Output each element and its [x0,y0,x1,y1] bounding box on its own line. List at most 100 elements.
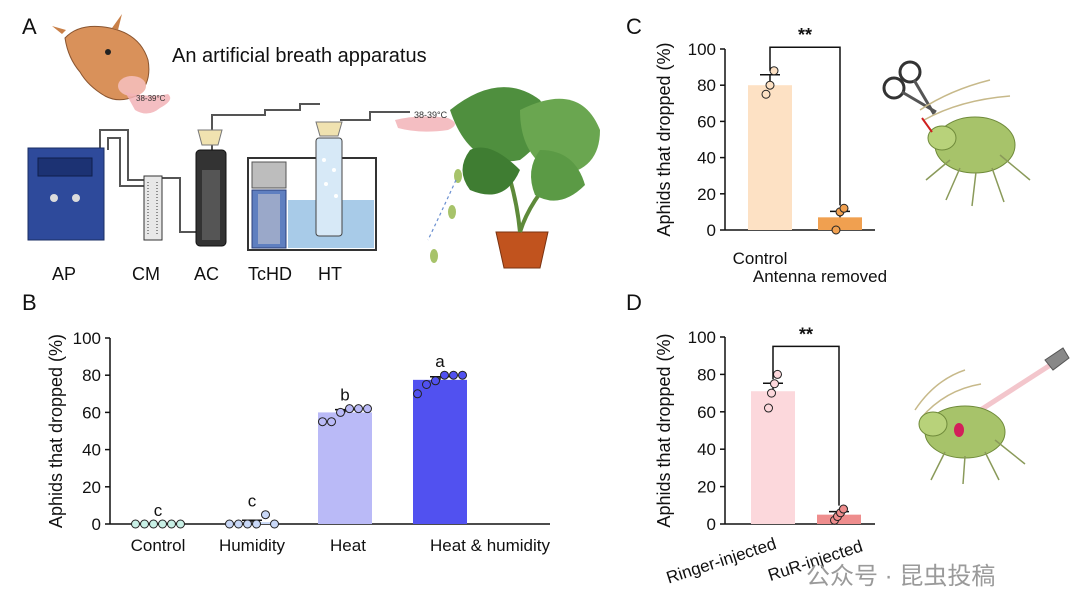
significance-bracket [769,46,841,206]
bar [318,412,372,524]
x-category-label: Heat & humidity [430,536,550,555]
data-point [243,519,252,529]
data-point [336,407,345,417]
y-tick-label: 40 [82,441,101,460]
y-tick-label: 60 [82,403,101,422]
label-ac: AC [194,264,219,284]
data-point [831,225,841,235]
data-point [225,519,234,529]
warm-breath-plume-icon [395,116,455,132]
data-point [318,417,327,427]
data-point [261,510,270,520]
y-tick-label: 80 [697,76,716,95]
data-point [270,519,279,529]
label-tchd: TcHD [248,264,292,284]
chart-c: 0 20 40 60 80 100 Aphids that dropped (%) Contr… [654,25,887,286]
tube-temp-label: 38-39°C [414,110,448,120]
y-tick-label: 0 [707,515,716,534]
y-tick-label: 20 [697,478,716,497]
heater-tank-icon [247,121,377,251]
tubing [99,103,410,233]
y-tick-label: 80 [82,366,101,385]
watermark: 公众号 · 昆虫投稿 [806,563,996,590]
apparatus-title: An artificial breath apparatus [172,45,427,67]
air-pump-icon [27,147,105,241]
data-point [773,369,782,379]
data-point [413,389,422,399]
y-tick-label: 40 [697,440,716,459]
x-category-label: Ringer-injected [664,534,779,587]
y-tick-label: 80 [697,365,716,384]
significance-stars: ** [798,25,812,45]
y-tick-label: 60 [697,112,716,131]
data-point [431,376,440,386]
significance-letter: c [154,501,163,520]
data-point [327,417,336,427]
scissors-icon [882,60,937,115]
data-point [149,519,158,529]
data-point [770,379,779,389]
data-point [158,519,167,529]
aphid-injection-illustration [914,347,1070,485]
x-category-label: Antenna removed [753,267,887,286]
data-point [363,404,372,414]
y-tick-label: 60 [697,403,716,422]
label-cm: CM [132,264,160,284]
breath-plume-icon [125,92,171,114]
bar [413,379,467,524]
flow-meter-icon [143,175,163,241]
data-point [769,66,779,76]
chart-b: 0 20 40 60 80 100 Aphids that dropped (%) Contr… [46,329,550,555]
label-ap: AP [52,264,76,284]
bar [751,391,795,524]
significance-letter: a [435,352,445,371]
significance-bracket [772,345,840,506]
data-point [176,519,185,529]
data-point [167,519,176,529]
panel-letter-a: A [22,14,37,39]
data-point [131,519,140,529]
y-tick-label: 20 [82,478,101,497]
panel-letter-b: B [22,290,37,315]
x-category-label: Heat [330,536,366,555]
data-point [422,380,431,389]
apparatus-illustration: 38-39°C An artificial breath apparatus [27,14,600,284]
x-category-label: Control [131,536,186,555]
y-tick-label: 100 [73,329,101,348]
data-point [839,203,849,213]
panel-letter-d: D [626,290,642,315]
chart-d: 0 20 40 60 80 100 Aphids that dropped (%) Ringe… [654,324,875,587]
y-axis-label: Aphids that dropped (%) [654,333,674,527]
cow-temp-label: 38-39°C [136,94,166,103]
aphid-scissors-illustration [882,60,1031,207]
significance-letter: c [248,492,257,511]
aphid-icon [919,79,1031,207]
data-point [234,519,243,529]
y-tick-label: 100 [688,328,716,347]
y-tick-label: 100 [688,40,716,59]
label-ht: HT [318,264,342,284]
y-axis-label: Aphids that dropped (%) [46,334,66,528]
charcoal-column-icon [195,129,227,247]
data-point [449,370,458,380]
x-category-label: Humidity [219,536,286,555]
y-tick-label: 0 [707,221,716,240]
cow-head-icon [52,14,150,101]
data-point [354,404,363,414]
plant-icon [450,87,600,269]
y-tick-label: 0 [92,515,101,534]
bar [225,522,279,524]
data-point [345,404,354,414]
y-axis-label: Aphids that dropped (%) [654,42,674,236]
aphid-icon [914,369,1026,485]
y-tick-label: 40 [697,149,716,168]
panel-letter-c: C [626,14,642,39]
significance-stars: ** [799,324,813,344]
data-point [458,370,467,380]
data-point [764,403,773,413]
data-point [140,519,149,529]
data-point [252,519,261,529]
bar [748,85,792,230]
data-point [839,504,848,514]
significance-letter: b [340,386,349,405]
